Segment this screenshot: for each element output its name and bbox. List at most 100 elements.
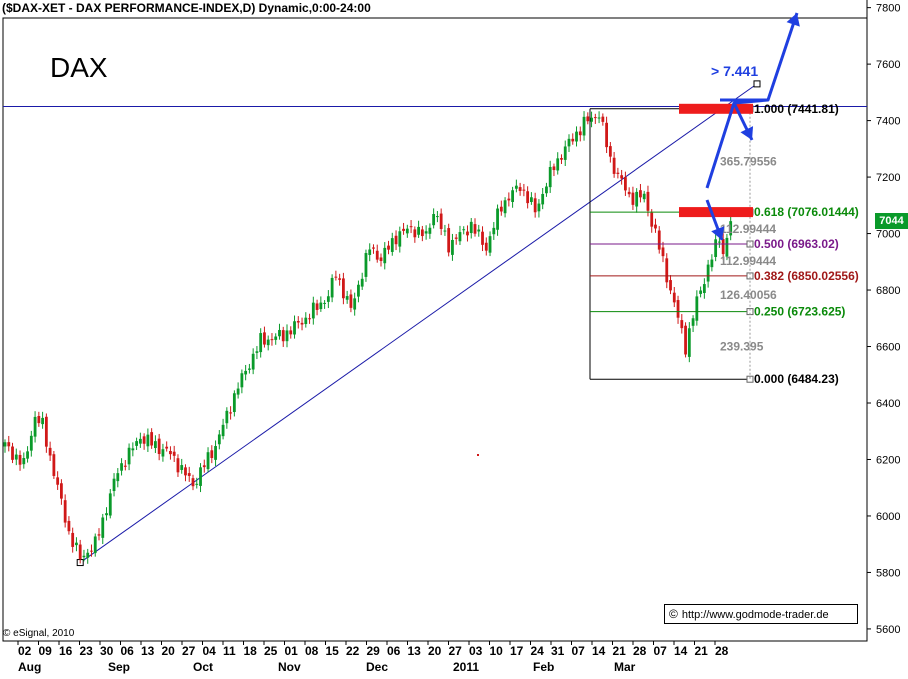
candle-body	[545, 186, 548, 194]
candle-body	[424, 231, 428, 234]
candle-body	[187, 473, 191, 476]
candle-body	[650, 212, 654, 227]
target-label: > 7.441	[711, 63, 758, 79]
candle-body	[654, 224, 657, 229]
candle-body	[195, 483, 199, 485]
candle-body	[481, 231, 484, 245]
candle-body	[687, 328, 691, 357]
candle-body	[120, 463, 123, 471]
candle-body	[108, 493, 112, 516]
candle-body	[150, 432, 154, 446]
x-day-label: 02	[18, 644, 32, 658]
candle-body	[232, 393, 236, 413]
candle-body	[473, 224, 477, 234]
x-day-label: 09	[39, 644, 53, 658]
x-month-label: Dec	[366, 660, 388, 674]
candle-body	[691, 318, 695, 326]
candle-body	[274, 336, 278, 340]
candle-body	[387, 245, 390, 250]
candle-body	[142, 436, 146, 444]
candle-body	[661, 247, 665, 257]
candle-body	[684, 325, 687, 355]
candle-body	[349, 294, 353, 308]
candle-body	[447, 228, 451, 253]
candle-body	[342, 278, 345, 299]
x-day-label: 14	[674, 644, 688, 658]
candle-body	[710, 259, 714, 268]
fib-handle	[746, 375, 754, 383]
candle-body	[514, 185, 518, 189]
candle-body	[127, 447, 131, 465]
x-month-label: Nov	[278, 660, 301, 674]
esignal-notice: © eSignal, 2010	[3, 628, 75, 639]
candle-body	[451, 239, 454, 255]
x-day-label: 29	[367, 644, 381, 658]
candle-body	[78, 544, 82, 560]
candle-body	[526, 191, 530, 204]
candle-body	[458, 232, 462, 242]
candle-body	[699, 290, 702, 294]
candle-body	[368, 249, 372, 255]
candle-body	[75, 542, 78, 546]
x-day-label: 11	[223, 644, 236, 658]
x-day-label: 23	[80, 644, 94, 658]
candle-body	[146, 434, 150, 447]
x-day-label: 24	[531, 644, 545, 658]
x-day-label: 15	[326, 644, 340, 658]
candle-body	[360, 278, 364, 287]
candle-body	[101, 517, 105, 538]
candle-body	[221, 424, 225, 437]
fib-span-label: 365.79556	[720, 154, 777, 168]
candle-body	[165, 446, 169, 449]
x-day-label: 27	[182, 644, 196, 658]
candle-body	[507, 198, 511, 201]
y-tick-label: 6000	[876, 511, 900, 523]
candle-body	[289, 330, 293, 335]
candle-body	[161, 449, 165, 457]
candle-body	[71, 532, 75, 547]
candle-body	[718, 241, 721, 243]
candle-body	[706, 264, 710, 282]
candle-body	[537, 203, 541, 212]
candle-body	[432, 214, 436, 226]
candle-body	[642, 193, 646, 200]
candle-body	[353, 298, 357, 310]
candle-body	[541, 193, 545, 205]
candle-body	[319, 302, 323, 310]
y-tick-label: 5600	[876, 624, 900, 636]
candle-body	[33, 416, 37, 437]
y-tick-label: 6400	[876, 398, 900, 410]
candle-body	[244, 370, 248, 375]
candle-body	[409, 226, 413, 228]
candle-body	[326, 296, 330, 302]
credit-url[interactable]: http://www.godmode-trader.de	[681, 609, 829, 621]
candle-body	[67, 520, 71, 532]
candle-body	[154, 441, 157, 449]
candle-body	[552, 166, 556, 171]
x-month-label: Sep	[108, 660, 130, 674]
x-month-label: 2011	[453, 660, 479, 674]
pullback-arrow-lower-head	[711, 226, 725, 240]
candle-body	[616, 172, 620, 174]
candle-body	[466, 231, 469, 236]
candle-body	[199, 467, 202, 486]
x-day-label: 31	[551, 644, 565, 658]
x-day-label: 16	[59, 644, 73, 658]
fib-span-label: 112.99444	[720, 222, 776, 236]
candle-body	[345, 296, 349, 300]
candle-body	[278, 329, 281, 337]
candle-body	[169, 450, 172, 455]
candle-body	[82, 555, 86, 558]
fib-span-label: 112.99444	[720, 254, 776, 268]
candle-body	[605, 122, 608, 148]
candle-body	[522, 189, 526, 191]
last-price-badge: 7044	[875, 213, 908, 229]
candle-body	[612, 157, 616, 174]
candle-body	[18, 454, 22, 465]
candle-body	[624, 177, 627, 191]
x-day-label: 22	[346, 644, 360, 658]
credit-box[interactable]: © http://www.godmode-trader.de	[664, 604, 858, 624]
x-day-label: 06	[387, 644, 401, 658]
candle-body	[315, 303, 319, 310]
